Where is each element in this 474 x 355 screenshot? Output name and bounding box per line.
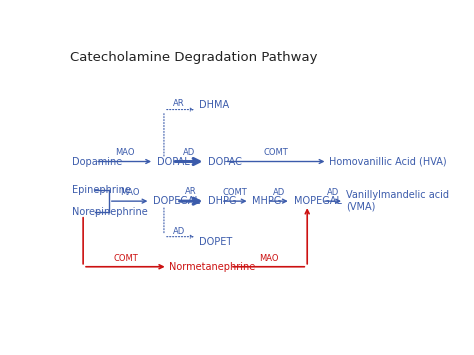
Text: DOPET: DOPET [199, 237, 232, 247]
Text: Epinephrine: Epinephrine [72, 185, 131, 195]
Text: DHPG: DHPG [208, 196, 237, 206]
Text: Vanillylmandelic acid
(VMA): Vanillylmandelic acid (VMA) [346, 190, 449, 212]
Text: DHMA: DHMA [199, 100, 229, 110]
Text: Normetanephrine: Normetanephrine [169, 262, 255, 272]
Text: DOPAC: DOPAC [208, 157, 242, 166]
Text: Norepinephrine: Norepinephrine [72, 207, 148, 217]
Text: MOPEGAL: MOPEGAL [293, 196, 341, 206]
Text: Homovanillic Acid (HVA): Homovanillic Acid (HVA) [329, 157, 447, 166]
Text: AD: AD [327, 188, 339, 197]
Text: AD: AD [173, 227, 185, 236]
Text: AD: AD [183, 148, 195, 157]
Text: AR: AR [173, 99, 185, 108]
Text: MAO: MAO [120, 188, 139, 197]
Text: COMT: COMT [264, 148, 288, 157]
Text: MAO: MAO [115, 148, 135, 157]
Text: AR: AR [185, 187, 197, 196]
Text: AD: AD [273, 188, 285, 197]
Text: MAO: MAO [259, 253, 278, 263]
Text: COMT: COMT [114, 253, 139, 263]
Text: DOPAL: DOPAL [156, 157, 189, 166]
Text: MHPG: MHPG [252, 196, 282, 206]
Text: Dopamine: Dopamine [72, 157, 122, 166]
Text: COMT: COMT [223, 188, 247, 197]
Text: Catecholamine Degradation Pathway: Catecholamine Degradation Pathway [70, 51, 318, 64]
Text: DOPEGAL: DOPEGAL [153, 196, 200, 206]
